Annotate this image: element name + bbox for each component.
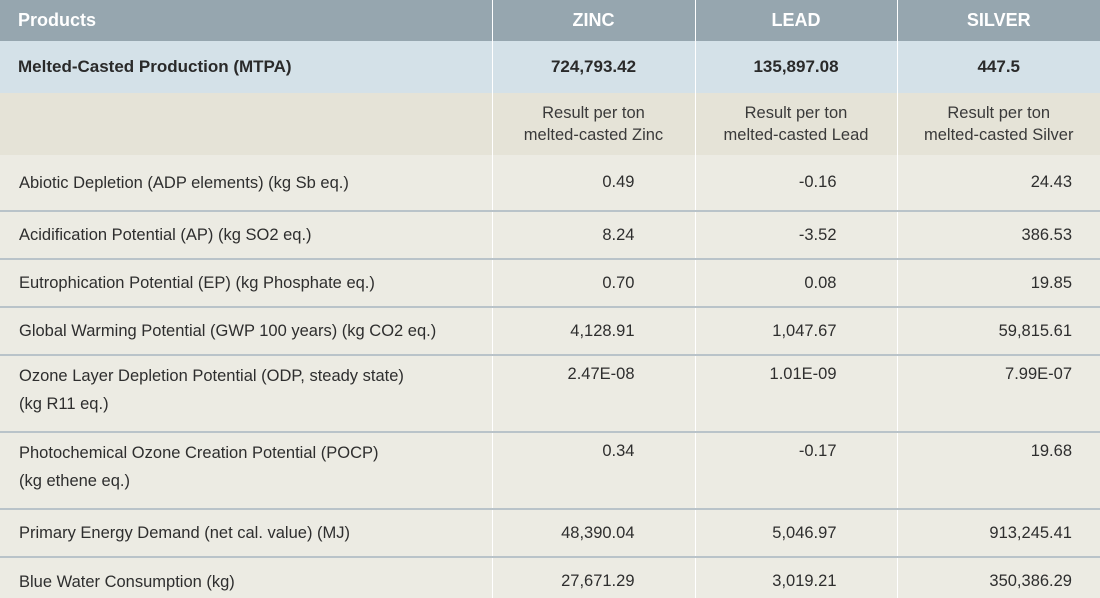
table-row: Global Warming Potential (GWP 100 years)… — [0, 306, 1100, 355]
row-label-line2: (kg R11 eq.) — [19, 395, 109, 413]
table-row: Abiotic Depletion (ADP elements) (kg Sb … — [0, 155, 1100, 211]
cell-silver: 7.99E-07 — [896, 354, 1100, 432]
row-label-line1: Blue Water Consumption (kg) — [19, 572, 235, 591]
cell-silver: 913,245.41 — [896, 508, 1100, 557]
production-label: Melted-Casted Production (MTPA) — [0, 41, 492, 93]
row-label-line1: Photochemical Ozone Creation Potential (… — [19, 444, 379, 462]
row-label: Photochemical Ozone Creation Potential (… — [0, 431, 492, 509]
result-per-ton-silver: Result per ton melted-casted Silver — [896, 93, 1100, 155]
result-silver-line1: Result per ton — [947, 104, 1051, 122]
header-lead: LEAD — [694, 0, 897, 41]
row-label: Blue Water Consumption (kg) — [0, 556, 492, 598]
table-row: Primary Energy Demand (net cal. value) (… — [0, 508, 1100, 557]
cell-zinc: 27,671.29 — [491, 556, 695, 598]
production-silver: 447.5 — [896, 41, 1100, 93]
cell-zinc: 0.49 — [491, 155, 695, 211]
cell-silver: 24.43 — [896, 155, 1100, 211]
cell-silver: 350,386.29 — [896, 556, 1100, 598]
cell-lead: 0.08 — [694, 258, 897, 307]
cell-zinc: 2.47E-08 — [491, 354, 695, 432]
result-zinc-line2: melted-casted Zinc — [523, 126, 664, 144]
row-label: Global Warming Potential (GWP 100 years)… — [0, 306, 492, 355]
result-zinc-line1: Result per ton — [542, 104, 645, 122]
production-row: Melted-Casted Production (MTPA) 724,793.… — [0, 41, 1100, 93]
cell-silver: 59,815.61 — [896, 306, 1100, 355]
cell-silver: 386.53 — [896, 210, 1100, 259]
result-lead-line1: Result per ton — [744, 104, 848, 122]
cell-lead: 1.01E-09 — [694, 354, 897, 432]
table-row: Blue Water Consumption (kg) 27,671.29 3,… — [0, 556, 1100, 598]
cell-lead: -3.52 — [694, 210, 897, 259]
cell-silver: 19.85 — [896, 258, 1100, 307]
row-label-line1: Global Warming Potential (GWP 100 years)… — [19, 322, 437, 340]
row-label: Abiotic Depletion (ADP elements) (kg Sb … — [0, 155, 492, 211]
row-label: Eutrophication Potential (EP) (kg Phosph… — [0, 258, 492, 307]
header-zinc: ZINC — [491, 0, 695, 41]
row-label-line1: Acidification Potential (AP) (kg SO2 eq.… — [19, 226, 312, 244]
result-silver-line2: melted-casted Silver — [924, 126, 1074, 144]
result-lead-line2: melted-casted Lead — [723, 126, 869, 144]
table-row: Photochemical Ozone Creation Potential (… — [0, 431, 1100, 509]
production-lead: 135,897.08 — [694, 41, 897, 93]
header-products: Products — [0, 0, 492, 41]
table-row: Ozone Layer Depletion Potential (ODP, st… — [0, 354, 1100, 432]
cell-lead: -0.17 — [694, 431, 897, 509]
cell-zinc: 0.34 — [491, 431, 695, 509]
cell-lead: 1,047.67 — [694, 306, 897, 355]
cell-zinc: 0.70 — [491, 258, 695, 307]
table-row: Eutrophication Potential (EP) (kg Phosph… — [0, 258, 1100, 307]
row-label-line1: Eutrophication Potential (EP) (kg Phosph… — [19, 274, 375, 292]
row-label-line2: (kg ethene eq.) — [19, 472, 130, 490]
cell-lead: -0.16 — [694, 155, 897, 211]
row-label-line1: Abiotic Depletion (ADP elements) (kg Sb … — [19, 173, 349, 192]
result-per-ton-empty — [0, 93, 492, 155]
production-zinc: 724,793.42 — [491, 41, 695, 93]
cell-silver: 19.68 — [896, 431, 1100, 509]
cell-lead: 3,019.21 — [694, 556, 897, 598]
row-label: Primary Energy Demand (net cal. value) (… — [0, 508, 492, 557]
table-row: Acidification Potential (AP) (kg SO2 eq.… — [0, 210, 1100, 259]
result-per-ton-row: Result per ton melted-casted Zinc Result… — [0, 93, 1100, 155]
cell-zinc: 8.24 — [491, 210, 695, 259]
row-label-line1: Primary Energy Demand (net cal. value) (… — [19, 524, 351, 542]
row-label: Ozone Layer Depletion Potential (ODP, st… — [0, 354, 492, 432]
row-label: Acidification Potential (AP) (kg SO2 eq.… — [0, 210, 492, 259]
header-row: Products ZINC LEAD SILVER — [0, 0, 1100, 41]
cell-lead: 5,046.97 — [694, 508, 897, 557]
result-per-ton-zinc: Result per ton melted-casted Zinc — [491, 93, 695, 155]
cell-zinc: 48,390.04 — [491, 508, 695, 557]
header-silver: SILVER — [896, 0, 1100, 41]
row-label-line1: Ozone Layer Depletion Potential (ODP, st… — [19, 367, 404, 385]
cell-zinc: 4,128.91 — [491, 306, 695, 355]
result-per-ton-lead: Result per ton melted-casted Lead — [694, 93, 897, 155]
